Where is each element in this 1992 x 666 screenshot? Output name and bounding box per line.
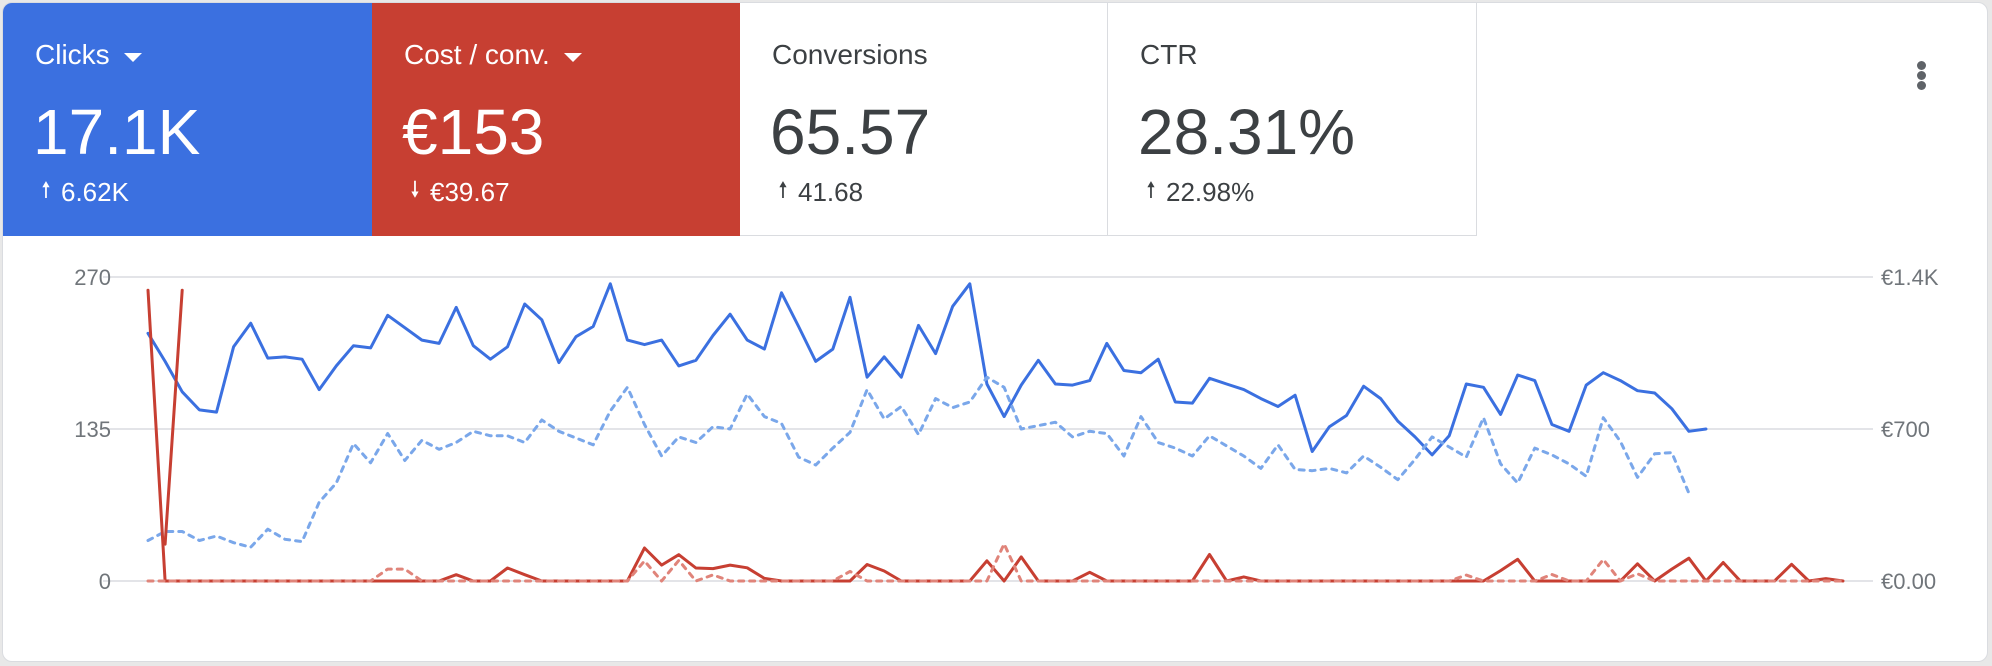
series-line-1 xyxy=(146,375,1691,549)
left-axis-tick-label: 0 xyxy=(99,569,111,594)
right-axis-tick-label: €700 xyxy=(1881,417,1930,442)
scorecard-ctr[interactable]: CTR 28.31% 🠕 22.98% xyxy=(1108,3,1477,236)
right-axis-tick-label: €1.4K xyxy=(1881,265,1939,290)
scorecard-clicks-delta-row: 🠕 6.62K xyxy=(35,173,129,211)
scorecard-ctr-delta-row: 🠕 22.98% xyxy=(1140,173,1254,211)
arrow-up-icon: 🠕 xyxy=(778,177,788,202)
scorecard-cost-label-row[interactable]: Cost / conv. xyxy=(404,39,582,71)
arrow-up-icon: 🠕 xyxy=(41,177,51,202)
arrow-down-icon: 🠗 xyxy=(410,177,420,202)
arrow-drop-down-icon[interactable] xyxy=(123,52,142,62)
scorecard-conversions-label: Conversions xyxy=(772,39,928,70)
scorecard-cost-delta-row: 🠗 €39.67 xyxy=(404,173,510,211)
left-axis-tick-label: 270 xyxy=(74,265,111,290)
more-vert-icon[interactable] xyxy=(1909,55,1935,95)
scorecard-clicks[interactable]: Clicks 17.1K 🠕 6.62K xyxy=(3,3,372,236)
scorecard-ctr-value: 28.31% xyxy=(1138,96,1356,168)
arrow-drop-down-icon[interactable] xyxy=(563,52,582,62)
scorecard-clicks-label: Clicks xyxy=(35,39,110,70)
left-axis-tick-label: 135 xyxy=(74,417,111,442)
scorecard-cost-delta: €39.67 xyxy=(430,176,510,207)
scorecard-clicks-value: 17.1K xyxy=(33,96,201,168)
scorecard-cost-per-conv[interactable]: Cost / conv. €153 🠗 €39.67 xyxy=(372,3,740,236)
scorecard-ctr-label: CTR xyxy=(1140,39,1198,70)
scorecard-conversions-delta-row: 🠕 41.68 xyxy=(772,173,863,211)
performance-chart: 270 €1.4K 135 €700 0 €0.00 xyxy=(74,265,1939,594)
scorecard-conversions-value: 65.57 xyxy=(770,96,931,168)
scorecard-conversions-delta: 41.68 xyxy=(798,176,864,207)
scorecard-ctr-delta: 22.98% xyxy=(1166,176,1255,207)
right-axis-tick-label: €0.00 xyxy=(1881,569,1936,594)
scorecard-cost-label: Cost / conv. xyxy=(404,39,550,70)
series-line-0 xyxy=(146,282,1708,457)
scorecard-cost-value: €153 xyxy=(402,96,545,168)
scorecard-clicks-delta: 6.62K xyxy=(61,176,129,207)
scorecard-clicks-label-row[interactable]: Clicks xyxy=(35,39,142,71)
series-line-2 xyxy=(146,288,1845,583)
arrow-up-icon: 🠕 xyxy=(1146,177,1156,202)
series-line-4 xyxy=(146,542,1845,583)
scorecard-conversions[interactable]: Conversions 65.57 🠕 41.68 xyxy=(740,3,1108,236)
series-line-3 xyxy=(163,288,184,546)
